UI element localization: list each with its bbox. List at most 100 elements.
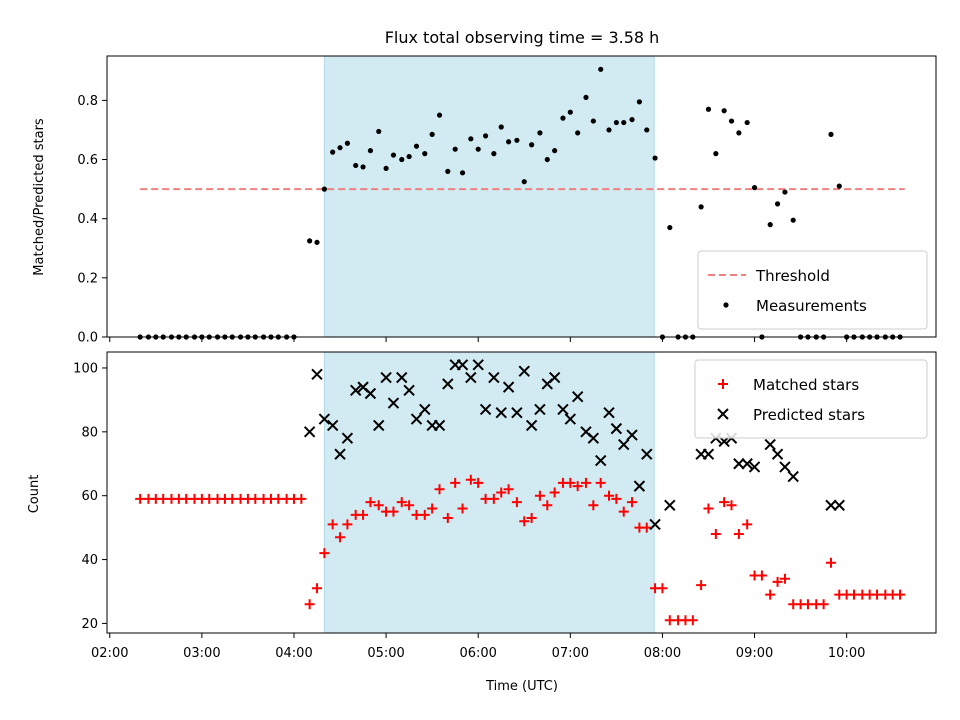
data-point: [436, 112, 443, 118]
data-point: [511, 406, 523, 419]
data-point: [427, 503, 438, 514]
data-point: [364, 387, 377, 400]
data-point: [519, 516, 530, 527]
data-point: [390, 152, 397, 158]
data-point: [696, 580, 707, 591]
chart-title: Flux total observing time = 3.58 h: [385, 28, 660, 47]
data-point: [327, 519, 338, 530]
data-point: [450, 477, 461, 488]
x-tick-label: 10:00: [828, 646, 865, 661]
data-point: [475, 146, 481, 152]
data-point: [468, 136, 474, 142]
data-point: [303, 426, 316, 438]
legend-marker: [718, 379, 728, 389]
data-point: [748, 461, 761, 473]
data-point: [404, 500, 415, 511]
bottom-series-matched-stars: [135, 474, 906, 626]
legend-marker: [717, 408, 729, 420]
data-point: [751, 185, 758, 191]
data-point: [595, 454, 607, 467]
x-axis-label: Time (UTC): [485, 679, 558, 694]
data-point: [534, 490, 545, 501]
data-point: [598, 66, 604, 72]
data-point: [365, 497, 376, 508]
data-point: [521, 179, 527, 185]
data-point: [472, 359, 484, 371]
x-tick-label: 07:00: [552, 646, 589, 661]
data-point: [337, 145, 343, 151]
data-point: [307, 238, 313, 244]
data-point: [583, 94, 589, 101]
data-point: [321, 186, 327, 192]
data-point: [587, 432, 600, 444]
bottom-plot-panel: 02:00 03:00 04:00 05:00 06:00 07:00 08:00 09:00…: [73, 351, 937, 661]
top-ylabel: Matched/Predicted stars: [32, 118, 47, 276]
data-point: [529, 142, 535, 148]
legend-entry-label: Threshold: [755, 267, 830, 285]
data-point: [503, 484, 514, 495]
x-tick-label: 02:00: [91, 646, 128, 661]
data-point: [491, 151, 497, 157]
data-point: [457, 503, 468, 514]
data-point: [825, 557, 836, 568]
data-point: [367, 148, 374, 154]
data-point: [641, 522, 652, 533]
data-point: [511, 497, 522, 508]
data-point: [344, 140, 351, 146]
data-point: [698, 204, 704, 210]
data-point: [319, 548, 330, 559]
x-tick-label: 08:00: [644, 646, 681, 661]
data-point: [557, 403, 569, 416]
data-point: [380, 371, 392, 384]
data-point: [733, 458, 745, 470]
data-point: [373, 419, 385, 432]
legend-box: [697, 250, 928, 330]
data-point: [312, 583, 323, 594]
data-point: [764, 438, 776, 451]
legend-box: [694, 359, 928, 439]
data-point: [629, 116, 635, 123]
data-point: [742, 519, 753, 530]
data-point: [296, 493, 307, 504]
data-point: [495, 406, 507, 419]
data-point: [544, 156, 550, 163]
data-point: [482, 133, 489, 139]
top-plot-panel: 0.0 0.2 0.4 0.6 0.8 Threshold Measurements: [77, 55, 937, 346]
data-point: [452, 146, 458, 152]
data-point: [334, 448, 346, 460]
data-point: [721, 108, 727, 114]
data-point: [552, 148, 558, 154]
data-point: [419, 509, 430, 520]
data-point: [687, 615, 698, 626]
data-point: [465, 371, 477, 384]
data-point: [726, 500, 737, 511]
legend-entry-label: Measurements: [756, 297, 867, 315]
bottom-y-tick-label: 40: [81, 553, 98, 568]
data-point: [603, 406, 615, 419]
data-point: [442, 513, 453, 524]
bottom-y-tick-label: 60: [81, 489, 98, 504]
data-point: [618, 438, 630, 451]
data-point: [560, 115, 566, 121]
data-point: [433, 419, 446, 432]
x-tick-label: 05:00: [367, 646, 404, 661]
top-axes-frame: [106, 55, 937, 338]
data-point: [626, 429, 638, 441]
data-point: [633, 480, 646, 492]
data-point: [657, 583, 668, 594]
data-point: [580, 477, 591, 488]
data-point: [713, 151, 719, 157]
data-point: [506, 139, 512, 145]
data-point: [360, 164, 366, 170]
data-point: [388, 506, 399, 517]
data-point: [422, 151, 428, 157]
data-point: [406, 153, 412, 160]
data-point: [488, 371, 500, 384]
data-point: [765, 589, 776, 600]
data-point: [621, 119, 627, 126]
data-point: [895, 589, 906, 600]
data-point: [410, 413, 423, 425]
data-point: [828, 131, 834, 137]
x-tick-label: 04:00: [275, 646, 312, 661]
data-point: [465, 474, 476, 485]
